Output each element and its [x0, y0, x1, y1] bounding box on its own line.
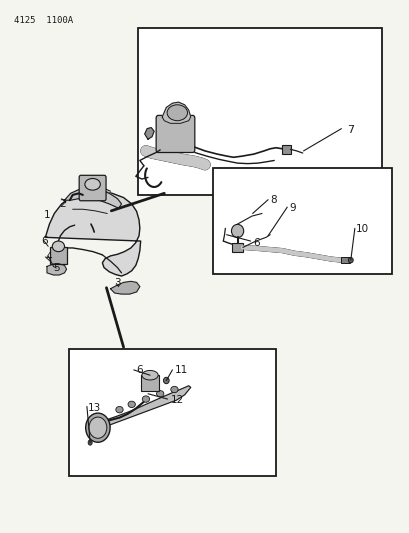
Polygon shape — [45, 191, 140, 276]
Text: 4: 4 — [45, 252, 52, 262]
Ellipse shape — [85, 179, 100, 190]
Bar — [68, 349, 276, 476]
Polygon shape — [105, 386, 190, 425]
Text: 4125  1100A: 4125 1100A — [13, 16, 72, 25]
Text: 13: 13 — [88, 402, 101, 413]
Ellipse shape — [142, 396, 149, 402]
Ellipse shape — [142, 370, 158, 380]
Ellipse shape — [156, 391, 164, 397]
Polygon shape — [64, 188, 121, 208]
Text: 1: 1 — [43, 209, 50, 220]
Bar — [281, 144, 290, 154]
Ellipse shape — [115, 407, 123, 413]
Ellipse shape — [52, 241, 64, 252]
Ellipse shape — [171, 386, 178, 393]
Text: 6: 6 — [252, 238, 259, 248]
Text: 7: 7 — [347, 125, 354, 135]
Text: 3: 3 — [115, 278, 121, 288]
Bar — [232, 243, 242, 252]
Ellipse shape — [163, 377, 169, 384]
Text: 8: 8 — [270, 195, 276, 205]
Polygon shape — [162, 102, 190, 123]
Ellipse shape — [128, 401, 135, 408]
Text: 9: 9 — [289, 203, 296, 213]
Ellipse shape — [231, 224, 243, 238]
FancyBboxPatch shape — [156, 115, 194, 152]
Ellipse shape — [85, 413, 110, 442]
Text: 11: 11 — [175, 366, 188, 375]
Text: 2: 2 — [59, 199, 66, 209]
Bar — [137, 28, 381, 195]
Bar — [50, 247, 66, 264]
FancyBboxPatch shape — [79, 175, 106, 201]
Text: 12: 12 — [170, 395, 183, 405]
Text: 10: 10 — [355, 224, 368, 235]
Polygon shape — [144, 127, 154, 139]
Text: 6: 6 — [41, 236, 47, 246]
Text: 6: 6 — [135, 366, 142, 375]
Text: 5: 5 — [53, 263, 60, 273]
Bar — [213, 168, 391, 274]
Polygon shape — [47, 264, 66, 275]
Ellipse shape — [89, 417, 107, 438]
Ellipse shape — [348, 257, 353, 263]
Ellipse shape — [167, 105, 187, 120]
Bar — [141, 375, 159, 391]
Bar — [341, 257, 349, 263]
Polygon shape — [110, 281, 139, 294]
Ellipse shape — [88, 440, 92, 445]
